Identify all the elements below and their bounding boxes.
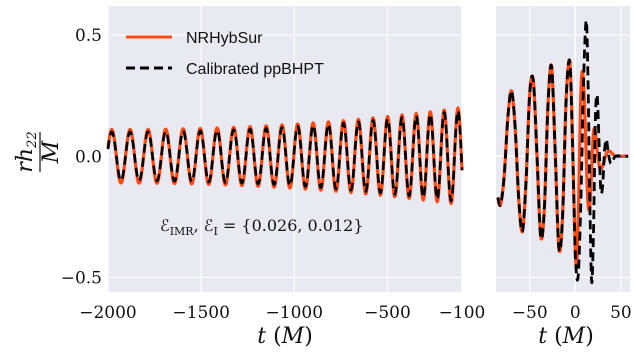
x-tick-label: −1500	[172, 303, 230, 323]
x-tick-label: −1000	[266, 303, 324, 323]
series-ppbhpt-merger	[496, 19, 629, 284]
inspiral-panel: −2000 −1500 −1000 −500 −100 0.5 0.0 −0.5 t (M)…	[13, 6, 485, 349]
x-tick-label: −500	[364, 303, 411, 323]
y-tick-label: −0.5	[61, 268, 102, 288]
svg-text:rh22: rh22	[13, 131, 40, 172]
y-ticks: 0.5 0.0 −0.5	[61, 26, 102, 288]
x-tick-label: 0	[570, 303, 581, 323]
x-tick-label: 50	[610, 303, 632, 323]
x-tick-label: −50	[512, 303, 548, 323]
y-tick-label: 0.0	[75, 147, 102, 167]
annotation-subscript-i: I	[213, 225, 217, 238]
merger-lines	[496, 19, 629, 284]
annotation-symbol-1: ℰ	[160, 216, 170, 235]
x-tick-label: −2000	[79, 303, 137, 323]
inspiral-x-ticks: −2000 −1500 −1000 −500 −100	[79, 303, 485, 323]
y-tick-label: 0.5	[75, 26, 102, 46]
error-annotation: ℰIMR, ℰI = {0.026, 0.012}	[160, 216, 364, 238]
annotation-value: = {0.026, 0.012}	[223, 216, 364, 235]
y-axis-label: rh22 M	[13, 131, 64, 172]
annotation-subscript-imr: IMR	[170, 225, 195, 238]
legend: NRHybSur Calibrated ppBHPT	[126, 30, 324, 78]
svg-text:M: M	[39, 140, 64, 164]
inspiral-x-axis-label: t (M)	[257, 324, 313, 349]
x-tick-label: −100	[439, 303, 486, 323]
annotation-symbol-2: ℰ	[204, 216, 214, 235]
merger-x-axis-label: t (M)	[538, 324, 594, 349]
legend-label-nrhybsur: NRHybSur	[186, 30, 263, 47]
inspiral-lines	[106, 105, 464, 206]
merger-panel: −50 0 50 t (M)	[496, 6, 632, 349]
merger-x-ticks: −50 0 50	[512, 303, 632, 323]
legend-label-ppbhpt: Calibrated ppBHPT	[186, 61, 324, 78]
series-nrhybsur-inspiral	[106, 105, 464, 206]
